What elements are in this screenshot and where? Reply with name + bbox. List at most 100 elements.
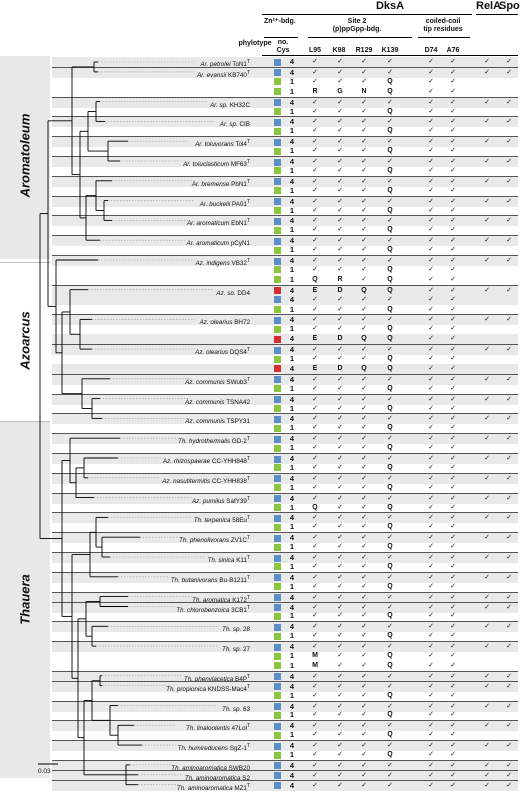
residue-cell: ✓ (337, 543, 343, 551)
residue-cell: ✓ (428, 711, 434, 719)
residue-cell: ✓ (450, 483, 456, 491)
cys-count: 4 (289, 216, 295, 226)
rela-cell: ✓ (484, 455, 490, 462)
residue-cell: ✓ (312, 166, 318, 174)
cys-count: 1 (289, 502, 295, 512)
residue-cell: ✓ (428, 661, 434, 669)
taxon-label: Th. terpenica 58EuT (194, 513, 250, 526)
residue-cell: ✓ (450, 554, 456, 561)
residue-cell: ✓ (312, 672, 318, 680)
residue-cell: ✓ (361, 166, 367, 174)
table-row: Az. indigens VB32T 4 ✓ ✓ ✓ ✓ ✓ ✓ ✓ ✓ (52, 255, 518, 269)
cys-count: 4 (289, 592, 295, 602)
residue-cell: Q (387, 335, 393, 343)
residue-cell: ✓ (312, 384, 318, 392)
residue-cell: ✓ (337, 742, 343, 750)
residue-cell: ✓ (312, 582, 318, 590)
scale-label: 0.03 (38, 768, 51, 775)
residue-cell: ✓ (450, 435, 456, 443)
table-row: 1 ✓ ✓ ✓ Q ✓ ✓ (52, 750, 518, 760)
residue-cell: Q (387, 384, 393, 392)
residue-cell: ✓ (337, 316, 343, 324)
residue-cell: ✓ (450, 643, 456, 651)
rela-cell: ✓ (484, 593, 490, 601)
taxon-species: Ar. sp. (209, 101, 228, 109)
residue-cell: Q (387, 206, 393, 214)
residue-cell: ✓ (428, 603, 434, 611)
residue-cell: ✓ (387, 415, 393, 423)
residue-cell: ✓ (312, 435, 318, 443)
taxon-label: Az. pumilus SafY39T (192, 494, 250, 507)
type-strain-marker: T (246, 218, 250, 225)
residue-cell: ✓ (337, 771, 343, 779)
residue-cell: ✓ (428, 554, 434, 561)
residue-cell: ✓ (450, 742, 456, 750)
residue-cell: ✓ (428, 582, 434, 590)
taxon-strain: pCyN1 (230, 240, 250, 248)
residue-cell: ✓ (450, 444, 456, 452)
residue-cell: ✓ (387, 603, 393, 611)
residue-cell: ✓ (428, 455, 434, 462)
residue-cell: ✓ (450, 761, 456, 769)
residue-cell: ✓ (361, 118, 367, 126)
residue-cell: ✓ (337, 632, 343, 640)
phylotype-square (274, 464, 281, 472)
residue-cell: ✓ (428, 483, 434, 491)
residue-cell: ✓ (312, 623, 318, 631)
residue-cell: ✓ (361, 237, 367, 245)
taxon-species: Az. sp. (216, 289, 236, 297)
spot-cell: ✓ (506, 395, 512, 403)
cys-count: 4 (289, 57, 295, 66)
site2-header: Site 2 (347, 18, 367, 25)
residue-cell: M (312, 652, 318, 659)
type-strain-marker: T (246, 436, 250, 443)
taxon-strain: 3CB1 (231, 606, 247, 614)
tip-rule (418, 37, 470, 38)
residue-cell: ✓ (361, 107, 367, 115)
type-strain-marker: T (246, 594, 250, 601)
taxon-strain: KB740 (228, 71, 247, 79)
residue-cell: ✓ (428, 444, 434, 452)
phylotype-square (274, 424, 281, 432)
residue-cell: Q (387, 424, 393, 432)
residue-cell: ✓ (312, 257, 318, 264)
residue-cell: ✓ (450, 275, 456, 283)
table-row: Ar. evansii KB740T 4 ✓ ✓ ✓ ✓ ✓ ✓ ✓ ✓ (52, 66, 518, 79)
residue-cell: ✓ (428, 643, 434, 651)
cys-header: Cys (276, 47, 290, 54)
residue-cell: ✓ (361, 415, 367, 423)
residue-cell: ✓ (337, 295, 343, 303)
table-row: Ar. sp. CIB 4 ✓ ✓ ✓ ✓ ✓ ✓ ✓ ✓ (52, 116, 518, 128)
taxon-label: Az. indigens VB32T (195, 256, 250, 269)
phylotype-square (274, 652, 281, 660)
residue-cell: ✓ (312, 305, 318, 313)
spot-header: SpoT (499, 0, 520, 12)
residue-cell: ✓ (361, 771, 367, 779)
residue-cell: ✓ (312, 177, 318, 185)
residue-cell: Q (387, 523, 393, 531)
residue-cell: ✓ (337, 711, 343, 719)
rela-cell: ✓ (484, 554, 490, 561)
residue-cell: ✓ (337, 514, 343, 522)
residue-cell: ✓ (450, 295, 456, 303)
table-row: 1 ✓ ✓ ✓ Q ✓ ✓ (52, 305, 518, 315)
residue-cell: ✓ (450, 384, 456, 392)
taxon-species: Az. indigens (195, 260, 230, 268)
residue-cell: M (312, 661, 318, 669)
table-row: Ar. aromaticum pCyN1 4 ✓ ✓ ✓ ✓ ✓ ✓ ✓ ✓ (52, 235, 518, 248)
table-row: Az. olearius BH72 4 ✓ ✓ ✓ ✓ ✓ ✓ ✓ ✓ (52, 314, 518, 326)
residue-cell: ✓ (428, 107, 434, 115)
residue-cell: ✓ (337, 415, 343, 423)
taxon-strain: GD-2 (231, 438, 247, 446)
phylotype-square (274, 237, 281, 245)
residue-cell: ✓ (361, 643, 367, 651)
residue-cell: ✓ (450, 652, 456, 659)
taxon-species: Ar. bremense (191, 180, 230, 188)
type-strain-marker: T (246, 376, 250, 383)
residue-cell: ✓ (337, 562, 343, 570)
residue-cell: Q (387, 404, 393, 412)
residue-cell: ✓ (428, 593, 434, 601)
residue-cell: ✓ (428, 355, 434, 362)
residue-cell: ✓ (387, 554, 393, 561)
taxon-species: Th. phenolivorans (179, 537, 230, 545)
